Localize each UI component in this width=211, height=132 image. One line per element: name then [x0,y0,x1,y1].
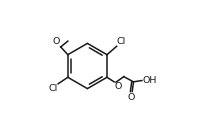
Text: Cl: Cl [49,84,58,93]
Text: O: O [128,93,135,102]
Text: O: O [53,37,60,46]
Text: Cl: Cl [117,37,126,46]
Text: O: O [114,82,122,91]
Text: OH: OH [142,76,157,85]
